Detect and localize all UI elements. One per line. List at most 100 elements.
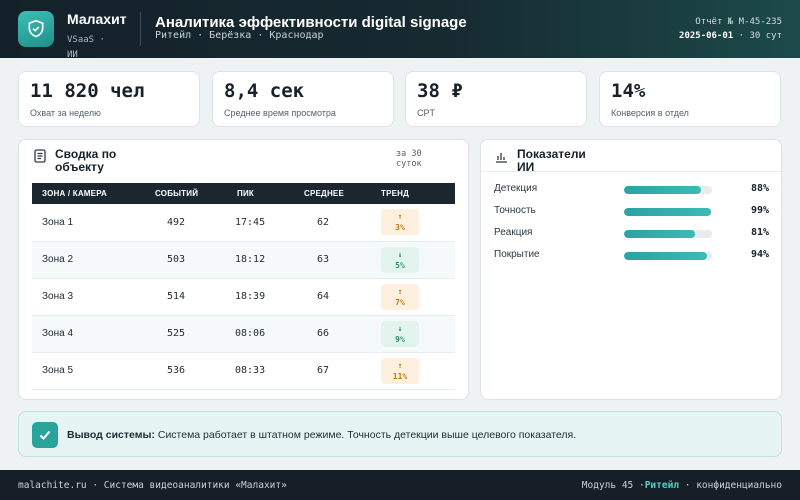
- table-row[interactable]: Зона 2 503 18:12 63 ↓ 5%: [32, 241, 455, 279]
- peak-cell: 18:12: [227, 241, 294, 279]
- ai-metric-bar: [624, 230, 712, 238]
- table-row[interactable]: Зона 5 536 08:33 67 ↑ 11%: [32, 352, 455, 390]
- ai-metric-fill: [624, 208, 712, 216]
- header-divider: [140, 12, 141, 46]
- events-cell: 492: [145, 204, 227, 242]
- trend-cell: ↓ 5%: [371, 241, 455, 279]
- page-subtitle: Ритейл · Берёзка · Краснодар: [155, 30, 324, 41]
- events-cell: 514: [145, 278, 227, 316]
- trend-badge: ↑ 3%: [381, 209, 419, 236]
- peak-cell: 18:39: [227, 278, 294, 316]
- brand: Малахит VSaaS · ИИ: [67, 11, 127, 63]
- summary-period: за 30 суток: [396, 149, 422, 169]
- trend-value: 9%: [395, 334, 405, 344]
- report-number: Отчёт № M-45-235: [695, 17, 782, 27]
- table-row[interactable]: Зона 3 514 18:39 64 ↑ 7%: [32, 278, 455, 316]
- ai-metric-row: Детекция 88%: [494, 183, 769, 197]
- kpi-card-view-time: 8,4 сек Среднее время просмотра: [212, 71, 394, 127]
- ai-metric-bar: [624, 186, 712, 194]
- footer-module: Модуль 45 ·: [581, 480, 645, 491]
- ai-metric-value: 94%: [750, 249, 769, 260]
- check-icon: [32, 422, 58, 448]
- ai-metric-value: 88%: [750, 183, 769, 194]
- footer: malachite.ru · Система видеоаналитики «М…: [0, 470, 800, 500]
- kpi-label: Конверсия в отдел: [611, 108, 689, 118]
- trend-arrow-icon: ↑: [397, 360, 403, 370]
- ai-metrics-panel: Показатели ИИ Детекция 88% Точность 99% …: [480, 139, 782, 400]
- footer-left: malachite.ru · Система видеоаналитики «М…: [18, 480, 287, 491]
- trend-arrow-icon: ↓: [397, 249, 403, 259]
- bar-chart-icon: [495, 150, 508, 168]
- avg-cell: 64: [294, 278, 371, 316]
- peak-cell: 08:33: [227, 352, 294, 390]
- trend-badge: ↑ 7%: [381, 283, 419, 310]
- trend-value: 11%: [392, 371, 408, 381]
- column-header: СРЕДНЕЕ: [294, 183, 371, 204]
- panel-divider: [481, 171, 781, 172]
- peak-cell: 17:45: [227, 204, 294, 242]
- ai-metric-label: Точность: [494, 205, 536, 216]
- trend-arrow-icon: ↑: [397, 212, 403, 222]
- events-cell: 525: [145, 315, 227, 353]
- avg-cell: 67: [294, 352, 371, 390]
- column-header: СОБЫТИЙ: [145, 183, 227, 204]
- summary-title: Сводка по объекту: [55, 147, 117, 174]
- trend-arrow-icon: ↓: [397, 323, 403, 333]
- ai-metric-row: Точность 99%: [494, 205, 769, 219]
- trend-badge: ↑ 11%: [381, 357, 419, 384]
- conclusion-label: Вывод системы:: [67, 429, 155, 441]
- system-conclusion: Вывод системы: Система работает в штатно…: [18, 411, 782, 457]
- table-row[interactable]: Зона 1 492 17:45 62 ↑ 3%: [32, 204, 455, 242]
- column-header: ТРЕНД: [371, 183, 455, 204]
- events-cell: 503: [145, 241, 227, 279]
- footer-segment: Ритейл: [644, 480, 680, 491]
- events-cell: 536: [145, 352, 227, 390]
- kpi-value: 8,4 сек: [224, 80, 305, 102]
- page-title: Аналитика эффективности digital signage: [155, 14, 467, 31]
- conclusion-body: Система работает в штатном режиме. Точно…: [154, 429, 577, 441]
- ai-metric-label: Покрытие: [494, 249, 540, 260]
- trend-value: 3%: [395, 223, 405, 233]
- ai-metric-fill: [624, 186, 702, 194]
- kpi-card-cpt: 38 ₽ CPT: [405, 71, 587, 127]
- zone-cell: Зона 3: [32, 278, 145, 316]
- trend-value: 7%: [395, 297, 405, 307]
- report-info: Отчёт № M-45-235 2025-06-01 · 30 сут: [672, 15, 782, 43]
- avg-cell: 66: [294, 315, 371, 353]
- report-date: 2025-06-01: [679, 31, 734, 41]
- zone-cell: Зона 2: [32, 241, 145, 279]
- kpi-card-reach: 11 820 чел Охват за неделю: [18, 71, 200, 127]
- zone-cell: Зона 5: [32, 352, 145, 390]
- trend-value: 5%: [395, 260, 405, 270]
- trend-cell: ↑ 3%: [371, 204, 455, 242]
- ai-metric-fill: [624, 230, 696, 238]
- zone-cell: Зона 4: [32, 315, 145, 353]
- ai-metric-label: Реакция: [494, 227, 533, 238]
- ai-metric-label: Детекция: [494, 183, 538, 194]
- kpi-label: Среднее время просмотра: [224, 108, 336, 118]
- report-period: · 30 сут: [733, 31, 782, 41]
- kpi-label: CPT: [417, 108, 435, 118]
- app-header: Малахит VSaaS · ИИ Аналитика эффективнос…: [0, 0, 800, 60]
- kpi-card-conversion: 14% Конверсия в отдел: [599, 71, 781, 127]
- kpi-value: 11 820 чел: [30, 80, 145, 102]
- ai-metric-value: 99%: [750, 205, 769, 216]
- ai-metric-row: Реакция 81%: [494, 227, 769, 241]
- trend-badge: ↓ 9%: [381, 320, 419, 347]
- column-header: ЗОНА / КАМЕРА: [32, 183, 145, 204]
- trend-cell: ↓ 9%: [371, 315, 455, 353]
- ai-metric-bar: [624, 208, 712, 216]
- trend-cell: ↑ 11%: [371, 352, 455, 390]
- ai-metric-value: 81%: [750, 227, 769, 238]
- brand-sub: VSaaS · ИИ: [67, 35, 105, 60]
- table-row[interactable]: Зона 4 525 08:06 66 ↓ 9%: [32, 315, 455, 353]
- ai-metric-fill: [624, 252, 707, 260]
- kpi-value: 38 ₽: [417, 80, 463, 102]
- document-icon: [34, 149, 46, 168]
- kpi-label: Охват за неделю: [30, 108, 101, 118]
- table-header-row: ЗОНА / КАМЕРА СОБЫТИЙ ПИК СРЕДНЕЕ ТРЕНД: [32, 183, 455, 204]
- conclusion-text: Вывод системы: Система работает в штатно…: [67, 429, 576, 441]
- column-header: ПИК: [227, 183, 294, 204]
- trend-cell: ↑ 7%: [371, 278, 455, 316]
- avg-cell: 62: [294, 204, 371, 242]
